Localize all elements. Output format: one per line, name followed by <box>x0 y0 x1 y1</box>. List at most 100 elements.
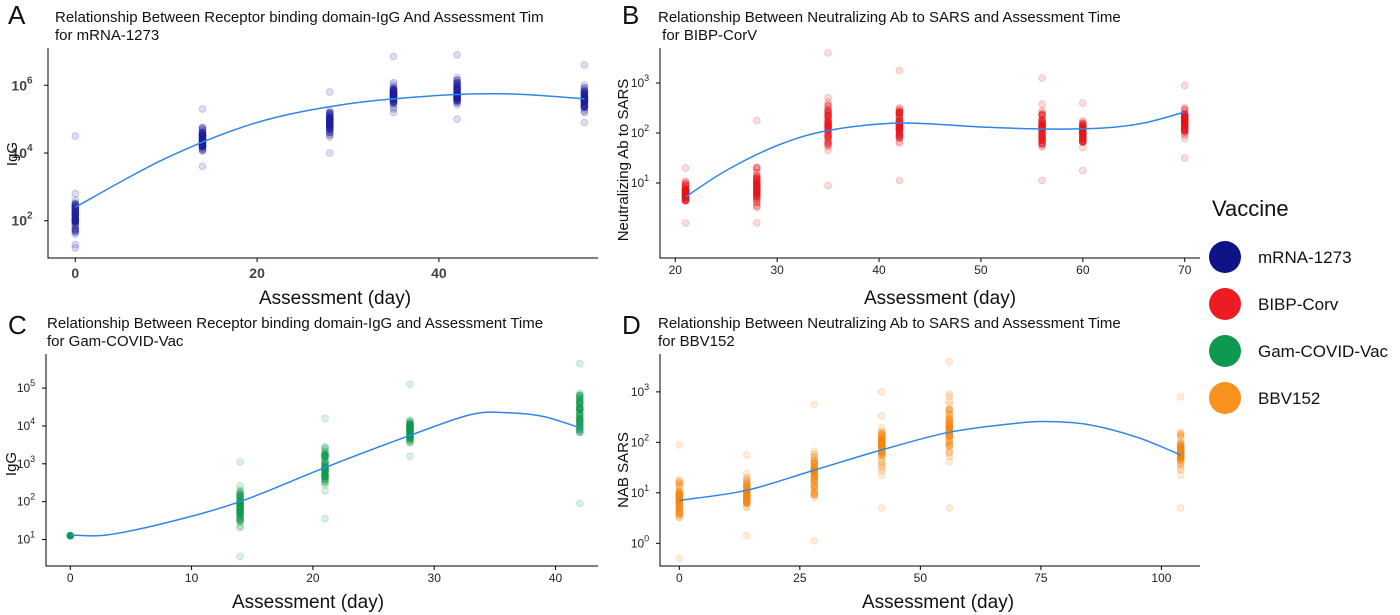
scatter-point <box>824 108 832 117</box>
scatter-point <box>1180 126 1189 134</box>
scatter-point <box>824 113 832 122</box>
scatter-point <box>877 504 886 512</box>
trend-line <box>685 111 1185 198</box>
scatter-point <box>824 137 832 146</box>
scatter-point <box>877 432 886 441</box>
scatter-point <box>810 482 819 491</box>
scatter-point <box>742 492 751 501</box>
scatter-point <box>877 457 886 466</box>
scatter-point <box>325 115 334 123</box>
scatter-point <box>824 120 832 128</box>
scatter-point <box>575 394 584 403</box>
scatter-point <box>575 404 584 413</box>
scatter-point <box>742 492 751 501</box>
scatter-point <box>236 506 244 514</box>
scatter-point <box>71 227 80 236</box>
scatter-point <box>575 396 584 405</box>
scatter-point <box>575 427 584 436</box>
scatter-point <box>945 421 954 429</box>
scatter-point <box>575 418 584 427</box>
scatter-point <box>810 471 819 480</box>
scatter-point <box>406 380 414 389</box>
scatter-point <box>198 147 207 155</box>
scatter-point <box>236 515 244 524</box>
scatter-point <box>71 209 80 218</box>
scatter-point <box>453 80 461 89</box>
scatter-point <box>198 131 207 140</box>
scatter-point <box>453 96 461 105</box>
scatter-point <box>236 504 244 512</box>
scatter-point <box>742 480 751 489</box>
scatter-point <box>325 109 334 118</box>
scatter-point <box>945 405 954 413</box>
scatter-point <box>236 503 244 512</box>
scatter-point <box>895 123 904 132</box>
scatter-point <box>580 108 589 116</box>
scatter-point <box>71 217 80 226</box>
scatter-point <box>453 96 461 105</box>
plot-area: 0 20 40 102 104 106 <box>11 48 598 281</box>
scatter-point <box>389 84 398 92</box>
scatter-point <box>236 503 244 511</box>
scatter-point <box>945 436 954 445</box>
scatter-point <box>198 145 207 153</box>
scatter-point <box>321 487 329 495</box>
scatter-point <box>325 116 334 124</box>
scatter-point <box>681 188 690 196</box>
scatter-point <box>580 101 589 109</box>
scatter-point <box>945 457 954 466</box>
scatter-point <box>575 399 584 408</box>
scatter-point <box>810 450 819 459</box>
scatter-point <box>810 483 819 491</box>
scatter-point <box>1079 137 1087 145</box>
scatter-point <box>325 108 334 117</box>
scatter-point <box>810 536 819 545</box>
scatter-point <box>895 66 904 75</box>
scatter-point <box>1079 130 1087 138</box>
scatter-point <box>824 112 832 120</box>
scatter-point <box>236 502 244 511</box>
scatter-point <box>945 504 954 512</box>
panel-a: A Relationship Between Receptor binding … <box>4 0 598 309</box>
scatter-point <box>742 499 751 508</box>
scatter-point <box>877 437 886 445</box>
scatter-point <box>325 124 334 133</box>
scatter-point <box>681 186 690 195</box>
scatter-point <box>71 218 80 226</box>
scatter-point <box>1180 120 1189 129</box>
scatter-point <box>1176 446 1185 455</box>
scatter-point <box>742 490 751 499</box>
scatter-point <box>406 422 414 431</box>
scatter-point <box>321 476 329 484</box>
scatter-point <box>453 93 461 101</box>
scatter-point <box>810 490 819 499</box>
scatter-point <box>236 486 244 494</box>
scatter-point <box>1176 471 1185 480</box>
scatter-point <box>71 225 80 233</box>
scatter-point <box>575 409 584 418</box>
scatter-point <box>945 422 954 431</box>
scatter-point <box>236 491 244 500</box>
scatter-point <box>575 426 584 434</box>
scatter-point <box>453 93 461 101</box>
scatter-point <box>1176 443 1185 452</box>
scatter-point <box>236 502 244 510</box>
scatter-point <box>453 96 461 104</box>
scatter-point <box>742 498 751 507</box>
scatter-point <box>321 442 329 451</box>
scatter-point <box>824 146 832 155</box>
scatter-point <box>752 183 761 192</box>
x-tick-label: 20 <box>249 265 265 281</box>
scatter-point <box>236 493 244 501</box>
scatter-point <box>236 511 244 520</box>
scatter-point <box>877 433 886 442</box>
scatter-point <box>752 164 761 172</box>
scatter-point <box>325 121 334 130</box>
scatter-point <box>236 507 244 516</box>
scatter-point <box>752 193 761 201</box>
scatter-point <box>198 129 207 137</box>
scatter-point <box>675 488 684 497</box>
scatter-point <box>877 439 886 448</box>
scatter-point <box>945 423 954 432</box>
scatter-point <box>681 186 690 194</box>
